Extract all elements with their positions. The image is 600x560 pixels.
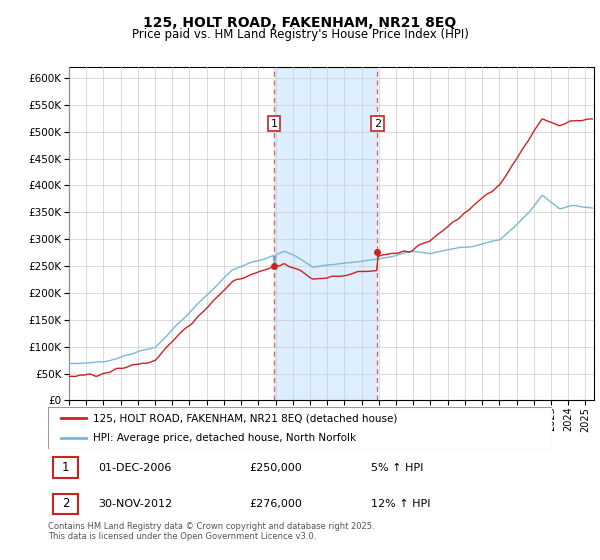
FancyBboxPatch shape	[53, 458, 78, 478]
Bar	[274, 67, 377, 400]
FancyBboxPatch shape	[53, 493, 78, 514]
Text: 30-NOV-2012: 30-NOV-2012	[98, 499, 173, 509]
Text: 2: 2	[374, 119, 381, 129]
Text: £276,000: £276,000	[250, 499, 302, 509]
Text: 12% ↑ HPI: 12% ↑ HPI	[371, 499, 430, 509]
Text: 1: 1	[271, 119, 278, 129]
Text: HPI: Average price, detached house, North Norfolk: HPI: Average price, detached house, Nort…	[94, 433, 356, 443]
Text: 5% ↑ HPI: 5% ↑ HPI	[371, 463, 423, 473]
FancyBboxPatch shape	[48, 407, 552, 449]
Text: 125, HOLT ROAD, FAKENHAM, NR21 8EQ (detached house): 125, HOLT ROAD, FAKENHAM, NR21 8EQ (deta…	[94, 413, 398, 423]
Text: 2: 2	[62, 497, 70, 510]
Text: 1: 1	[62, 461, 70, 474]
Text: 01-DEC-2006: 01-DEC-2006	[98, 463, 172, 473]
Text: Contains HM Land Registry data © Crown copyright and database right 2025.
This d: Contains HM Land Registry data © Crown c…	[48, 522, 374, 542]
Text: £250,000: £250,000	[250, 463, 302, 473]
Text: 125, HOLT ROAD, FAKENHAM, NR21 8EQ: 125, HOLT ROAD, FAKENHAM, NR21 8EQ	[143, 16, 457, 30]
Text: Price paid vs. HM Land Registry's House Price Index (HPI): Price paid vs. HM Land Registry's House …	[131, 28, 469, 41]
